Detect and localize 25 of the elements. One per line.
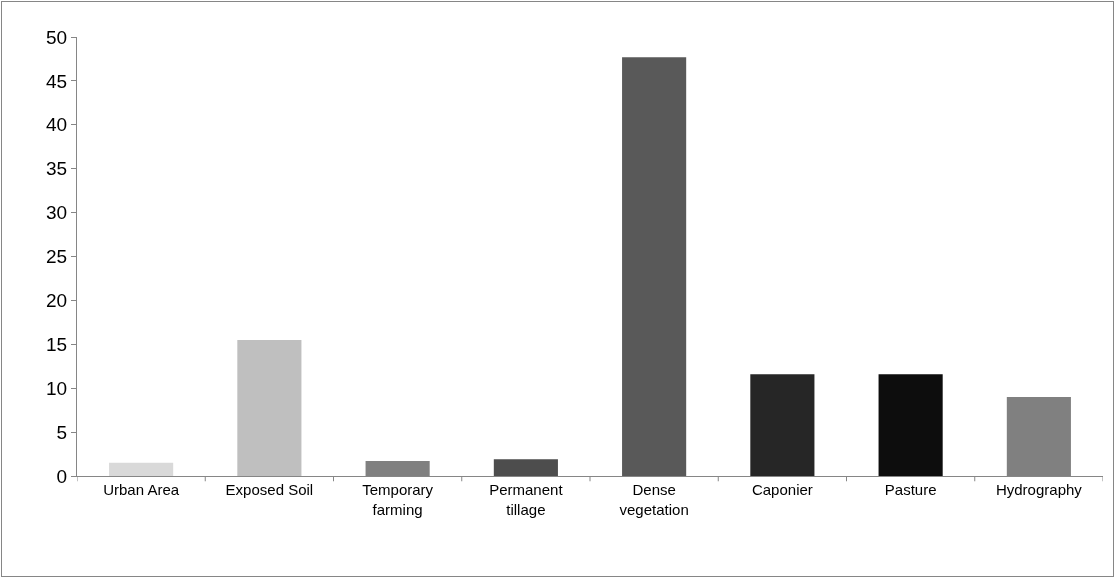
y-tick-label: 40: [46, 114, 68, 136]
x-tick-label: Caponier: [751, 481, 813, 498]
x-tick-label: Dense vegetation: [619, 481, 689, 518]
bar: [237, 339, 302, 476]
y-tick-label: 50: [46, 26, 68, 48]
bar: [750, 374, 815, 476]
x-tick-label: Temporary farming: [362, 481, 434, 518]
x-tick-label: Urban Area: [103, 481, 180, 498]
y-tick-label: 15: [46, 333, 68, 355]
x-tick-label: Exposed Soil: [225, 481, 314, 498]
y-tick-label: 30: [46, 202, 68, 224]
x-tick-label: Pasture: [884, 481, 937, 498]
bar: [109, 462, 174, 476]
bar: [878, 374, 943, 476]
y-tick-label: 0: [56, 465, 68, 487]
bar: [493, 459, 558, 476]
y-tick-label: 5: [56, 421, 68, 443]
y-tick-label: 35: [46, 158, 68, 180]
x-tick-label: Hydrography: [995, 481, 1083, 498]
x-tick-label: Permanent tillage: [489, 481, 564, 518]
y-tick-label: 25: [46, 246, 68, 268]
bar: [622, 57, 687, 476]
y-tick-label: 20: [46, 290, 68, 312]
y-tick-label: 45: [46, 70, 68, 92]
y-tick-label: 10: [46, 377, 68, 399]
